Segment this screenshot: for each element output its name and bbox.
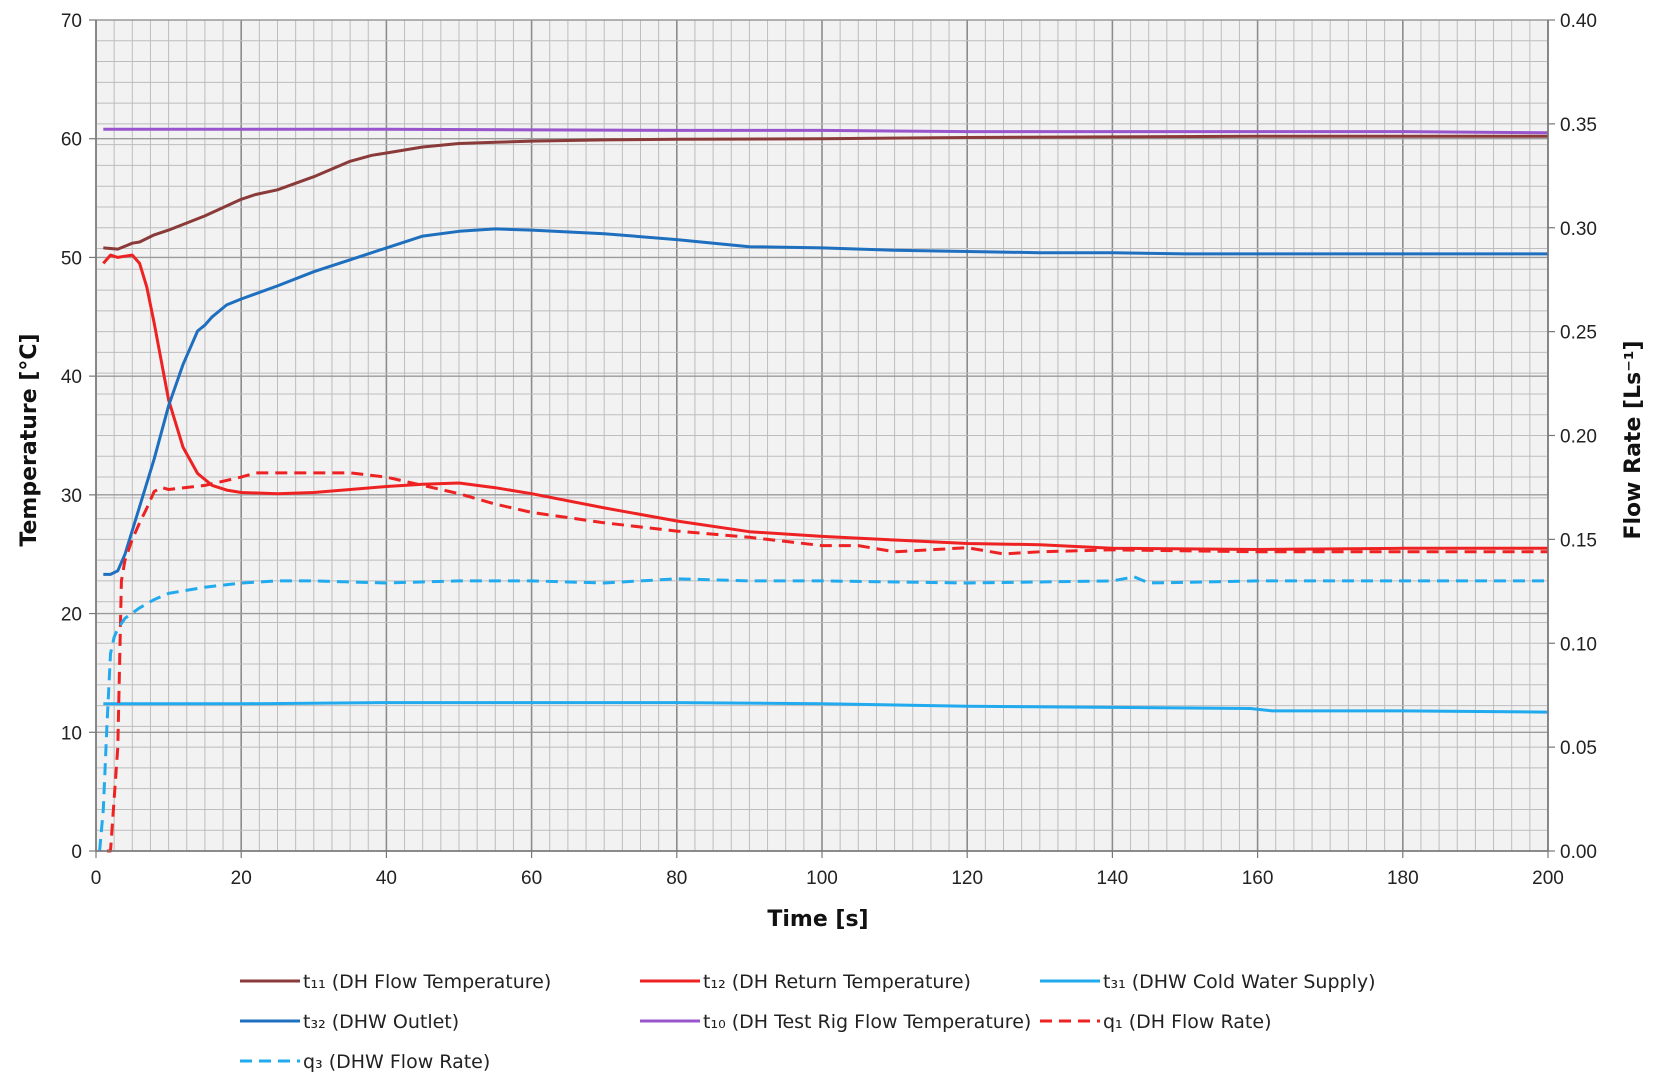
grid bbox=[95, 19, 1549, 852]
y-right-tick-label: 0.05 bbox=[1560, 738, 1597, 759]
series-line-5 bbox=[103, 127, 1549, 135]
x-tick-label: 140 bbox=[1097, 868, 1129, 889]
x-tick-label: 40 bbox=[376, 868, 397, 889]
legend-label: t₃₁ (DHW Cold Water Supply) bbox=[1103, 971, 1376, 993]
y-left-tick-label: 70 bbox=[61, 11, 82, 32]
y-right-tick-label: 0.10 bbox=[1560, 634, 1597, 655]
series-lines bbox=[98, 127, 1549, 853]
y-right-tick-label: 0.15 bbox=[1560, 530, 1597, 551]
x-tick-label: 120 bbox=[951, 868, 983, 889]
y-right-tick-label: 0.35 bbox=[1560, 115, 1597, 136]
x-tick-label: 80 bbox=[666, 868, 687, 889]
series-line-2 bbox=[102, 253, 1548, 551]
legend-label: q₃ (DHW Flow Rate) bbox=[303, 1051, 490, 1073]
tick-labels: 0 20 40 60 80 100 120 140 160 180 200 0 10 20 30 40 50 60… bbox=[61, 11, 1597, 889]
x-tick-label: 0 bbox=[91, 868, 102, 889]
legend-label: t₁₀ (DH Test Rig Flow Temperature) bbox=[703, 1011, 1031, 1033]
y-right-tick-label: 0.40 bbox=[1560, 11, 1597, 32]
y-axis-right-title: Flow Rate [Ls⁻¹] bbox=[1621, 340, 1646, 539]
y-left-tick-label: 30 bbox=[61, 486, 82, 507]
y-right-tick-label: 0.30 bbox=[1560, 219, 1597, 240]
x-tick-label: 100 bbox=[806, 868, 838, 889]
series-line-1 bbox=[103, 134, 1548, 251]
y-left-tick-label: 0 bbox=[71, 842, 82, 863]
y-left-tick-label: 50 bbox=[61, 248, 82, 269]
y-left-tick-label: 10 bbox=[61, 723, 82, 744]
legend: t₁₁ (DH Flow Temperature) t₁₂ (DH Return … bbox=[240, 971, 1376, 1073]
x-tick-label: 200 bbox=[1532, 868, 1564, 889]
legend-label: q₁ (DH Flow Rate) bbox=[1103, 1011, 1271, 1033]
y-right-tick-label: 0.25 bbox=[1560, 323, 1597, 344]
series-line-4 bbox=[103, 227, 1548, 576]
legend-label: t₁₂ (DH Return Temperature) bbox=[703, 971, 971, 993]
legend-label: t₃₂ (DHW Outlet) bbox=[303, 1011, 459, 1033]
series-line-7 bbox=[98, 575, 1548, 852]
y-axis-left-title: Temperature [°C] bbox=[17, 333, 42, 546]
x-tick-label: 180 bbox=[1387, 868, 1419, 889]
x-tick-label: 160 bbox=[1242, 868, 1274, 889]
series-line-6 bbox=[106, 471, 1548, 853]
x-axis-title: Time [s] bbox=[767, 907, 868, 932]
y-right-tick-label: 0.00 bbox=[1560, 842, 1597, 863]
x-tick-label: 20 bbox=[231, 868, 252, 889]
y-left-tick-label: 60 bbox=[61, 130, 82, 151]
series-line-3 bbox=[103, 701, 1549, 714]
y-right-tick-label: 0.20 bbox=[1560, 427, 1597, 448]
y-left-tick-label: 40 bbox=[61, 367, 82, 388]
legend-label: t₁₁ (DH Flow Temperature) bbox=[303, 971, 551, 993]
x-tick-label: 60 bbox=[521, 868, 542, 889]
y-left-tick-label: 20 bbox=[61, 605, 82, 626]
